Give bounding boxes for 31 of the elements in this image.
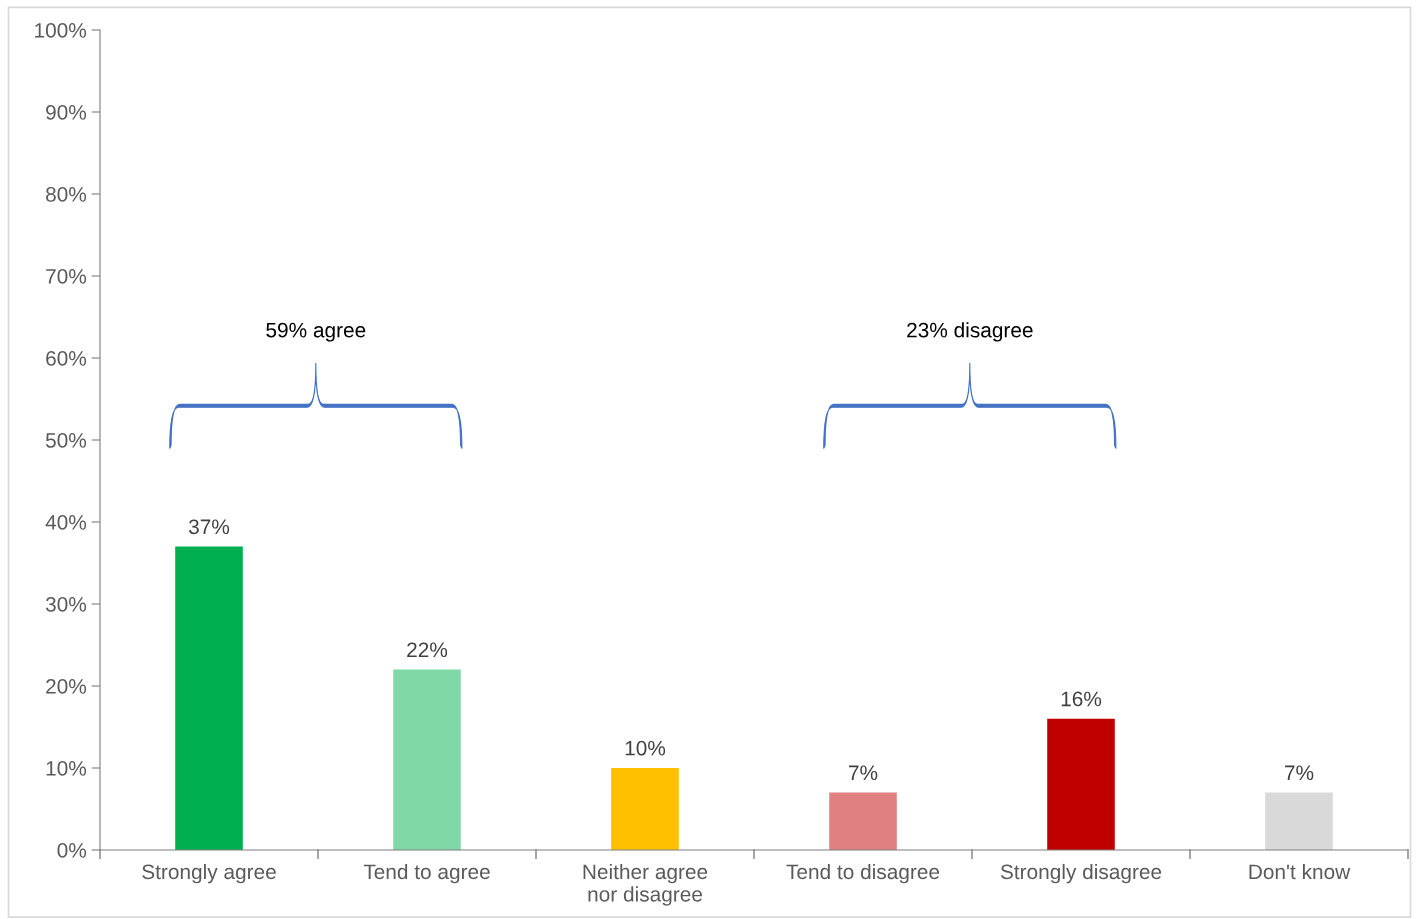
y-tick-label: 80%: [46, 187, 87, 202]
bar: [611, 768, 679, 850]
x-tick-label: Tend to disagree: [786, 863, 940, 884]
data-label: 7%: [1285, 765, 1314, 781]
y-tick-label: 50%: [45, 433, 87, 448]
bar: [1047, 718, 1115, 850]
y-tick-label: 30%: [45, 597, 87, 612]
bar: [393, 669, 461, 850]
data-label: 7%: [849, 765, 878, 781]
annotation: 59% agree: [266, 322, 366, 342]
x-tick-label: Don't know: [1249, 863, 1351, 880]
data-label: 10%: [625, 740, 666, 756]
y-tick-label: 10%: [46, 761, 87, 776]
y-tick-label: 90%: [46, 105, 87, 120]
x-tick-label: Strongly agree: [142, 863, 276, 884]
bar: [829, 792, 897, 850]
y-tick-label: 20%: [46, 679, 87, 694]
bar: [175, 546, 243, 850]
x-tick-label: Neither agree nor disagree: [583, 863, 708, 906]
y-tick-label: 60%: [46, 351, 87, 366]
y-tick-label: 70%: [46, 269, 87, 284]
annotation: 23% disagree: [907, 322, 1033, 342]
x-tick-label: Tend to agree: [363, 863, 490, 884]
x-tick-label: Strongly disagree: [1000, 863, 1162, 884]
data-label: 37%: [188, 519, 230, 535]
bar: [1265, 792, 1333, 850]
y-tick-label: 40%: [45, 515, 87, 530]
y-tick-label: 0%: [57, 843, 87, 858]
data-label: 22%: [407, 642, 448, 658]
data-label: 16%: [1061, 691, 1102, 707]
y-tick-label: 100%: [35, 23, 87, 38]
